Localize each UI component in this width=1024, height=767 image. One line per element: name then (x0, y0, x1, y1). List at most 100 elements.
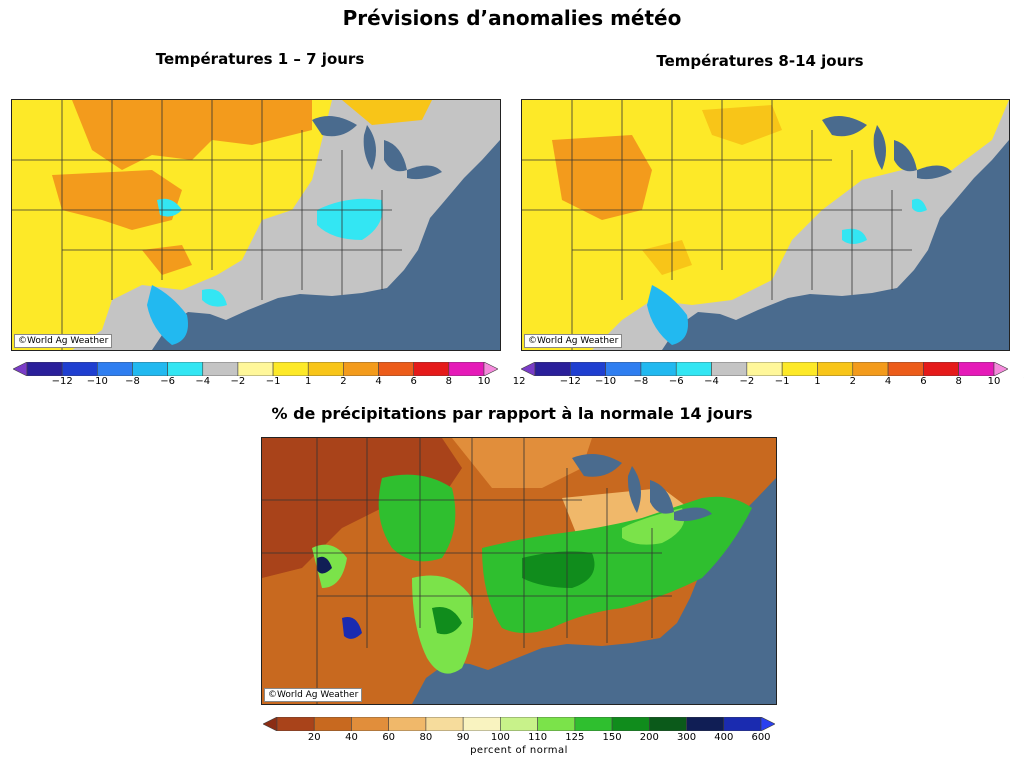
colorbar-tick-label: 2 (340, 376, 347, 387)
colorbar-segment (686, 717, 725, 731)
colorbar-tick-label: −6 (668, 376, 684, 387)
colorbar-segment (351, 717, 389, 731)
colorbar-segment (640, 362, 677, 376)
colorbar-tick-label: −8 (633, 376, 649, 387)
colorbar-segment (852, 362, 889, 376)
colorbar-segment (61, 362, 98, 376)
colorbar-tick-label: 80 (419, 732, 433, 743)
colorbar-tick-label: −12 (51, 376, 73, 387)
colorbar-tick-label: 150 (602, 732, 622, 743)
map-title-temp-1-7: Températures 1 – 7 jours (155, 50, 365, 68)
colorbar-tick-label: 200 (639, 732, 659, 743)
colorbar-tick-label: −2 (230, 376, 246, 387)
colorbar-tick-label: 10 (987, 376, 1001, 387)
colorbar-segment (167, 362, 204, 376)
colorbar-segment (711, 362, 748, 376)
colorbar-segment (817, 362, 854, 376)
temperature-colorbar (13, 362, 498, 376)
colorbar-tick-label: −4 (704, 376, 719, 387)
colorbar-tick-label: 600 (751, 732, 771, 743)
colorbar-tick-label: 8 (955, 376, 962, 387)
colorbar-segment (97, 362, 133, 376)
colorbar-arrow-high (483, 362, 498, 376)
colorbar-tick-label: 4 (375, 376, 382, 387)
colorbar-segment (611, 717, 650, 731)
map-credit: ©World Ag Weather (14, 334, 113, 348)
colorbar-segment (537, 717, 576, 731)
colorbar-tick-label: 6 (410, 376, 417, 387)
colorbar-tick-label: −1 (265, 376, 281, 387)
colorbar-tick-label: −6 (160, 376, 175, 387)
colorbar-tick-label: −2 (739, 376, 755, 387)
map-credit: ©World Ag Weather (264, 688, 363, 702)
colorbar-tick-label: 12 (1023, 376, 1024, 387)
colorbar-segment (746, 362, 783, 376)
colorbar-arrow-low (13, 362, 28, 376)
colorbar-tick-label: 1 (305, 376, 312, 387)
colorbar-tick-label: 125 (565, 732, 585, 743)
colorbar-tick-label: 90 (456, 732, 470, 743)
colorbar-segment (378, 362, 414, 376)
colorbar-tick-label: −10 (86, 376, 108, 387)
precipitation-colorbar (263, 717, 775, 731)
colorbar-tick-label: 20 (307, 732, 321, 743)
precipitation-legend-caption: percent of normal (470, 745, 568, 756)
colorbar-segment (534, 362, 571, 376)
colorbar-segment (605, 362, 642, 376)
colorbar-tick-label: −1 (774, 376, 790, 387)
colorbar-segment (500, 717, 538, 731)
precipitation-map-14: ©World Ag Weather (261, 437, 777, 705)
colorbar-segment (276, 717, 315, 731)
temperature-map-1-7: ©World Ag Weather (11, 99, 501, 351)
colorbar-segment (649, 717, 687, 731)
colorbar-tick-label: 6 (920, 376, 927, 387)
precipitation-legend: percent of normal 20 40 60 80 90 100 110 125 150… (263, 717, 775, 763)
colorbar-segment (313, 717, 352, 731)
colorbar-segment (923, 362, 959, 376)
colorbar-segment (574, 717, 613, 731)
colorbar-tick-label: 1 (814, 376, 821, 387)
colorbar-segment (237, 362, 274, 376)
temperature-colorbar (521, 362, 1008, 376)
colorbar-arrow-low (521, 362, 536, 376)
colorbar-segment (202, 362, 239, 376)
colorbar-segment (388, 717, 427, 731)
colorbar-tick-label: 8 (445, 376, 453, 387)
colorbar-tick-label: 60 (382, 732, 396, 743)
colorbar-segment (413, 362, 450, 376)
colorbar-tick-label: −12 (559, 376, 581, 387)
colorbar-arrow-high (760, 717, 775, 731)
colorbar-tick-label: −4 (195, 376, 211, 387)
colorbar-segment (26, 362, 63, 376)
colorbar-segment (958, 362, 995, 376)
map-credit: ©World Ag Weather (524, 334, 623, 348)
colorbar-arrow-high (993, 362, 1008, 376)
colorbar-segment (307, 362, 344, 376)
colorbar-segment (723, 717, 762, 731)
colorbar-tick-label: 4 (884, 376, 892, 387)
map-title-precipitation: % de précipitations par rapport à la nor… (271, 404, 753, 423)
colorbar-tick-label: 110 (528, 732, 548, 743)
colorbar-segment (887, 362, 924, 376)
map-title-temp-8-14: Températures 8-14 jours (656, 52, 864, 70)
colorbar-tick-label: 100 (490, 732, 510, 743)
colorbar-segment (272, 362, 309, 376)
colorbar-segment (132, 362, 168, 376)
colorbar-segment (448, 362, 485, 376)
colorbar-arrow-low (263, 717, 278, 731)
colorbar-segment (425, 717, 464, 731)
temperature-legend-1-7: −12 −10 −8 −6 −4 −2 −1 1 2 4 6 8 10 12 (13, 362, 526, 392)
colorbar-tick-label: 10 (477, 376, 491, 387)
colorbar-tick-label: 400 (714, 732, 734, 743)
colorbar-tick-label: −8 (125, 376, 140, 387)
colorbar-tick-label: −10 (595, 376, 617, 387)
colorbar-segment (781, 362, 818, 376)
colorbar-tick-label: 12 (512, 376, 526, 387)
temperature-map-8-14: ©World Ag Weather (521, 99, 1010, 351)
colorbar-tick-label: 40 (345, 732, 358, 743)
colorbar-tick-label: 2 (849, 376, 856, 387)
colorbar-segment (462, 717, 501, 731)
colorbar-segment (570, 362, 606, 376)
colorbar-tick-label: 300 (676, 732, 697, 743)
